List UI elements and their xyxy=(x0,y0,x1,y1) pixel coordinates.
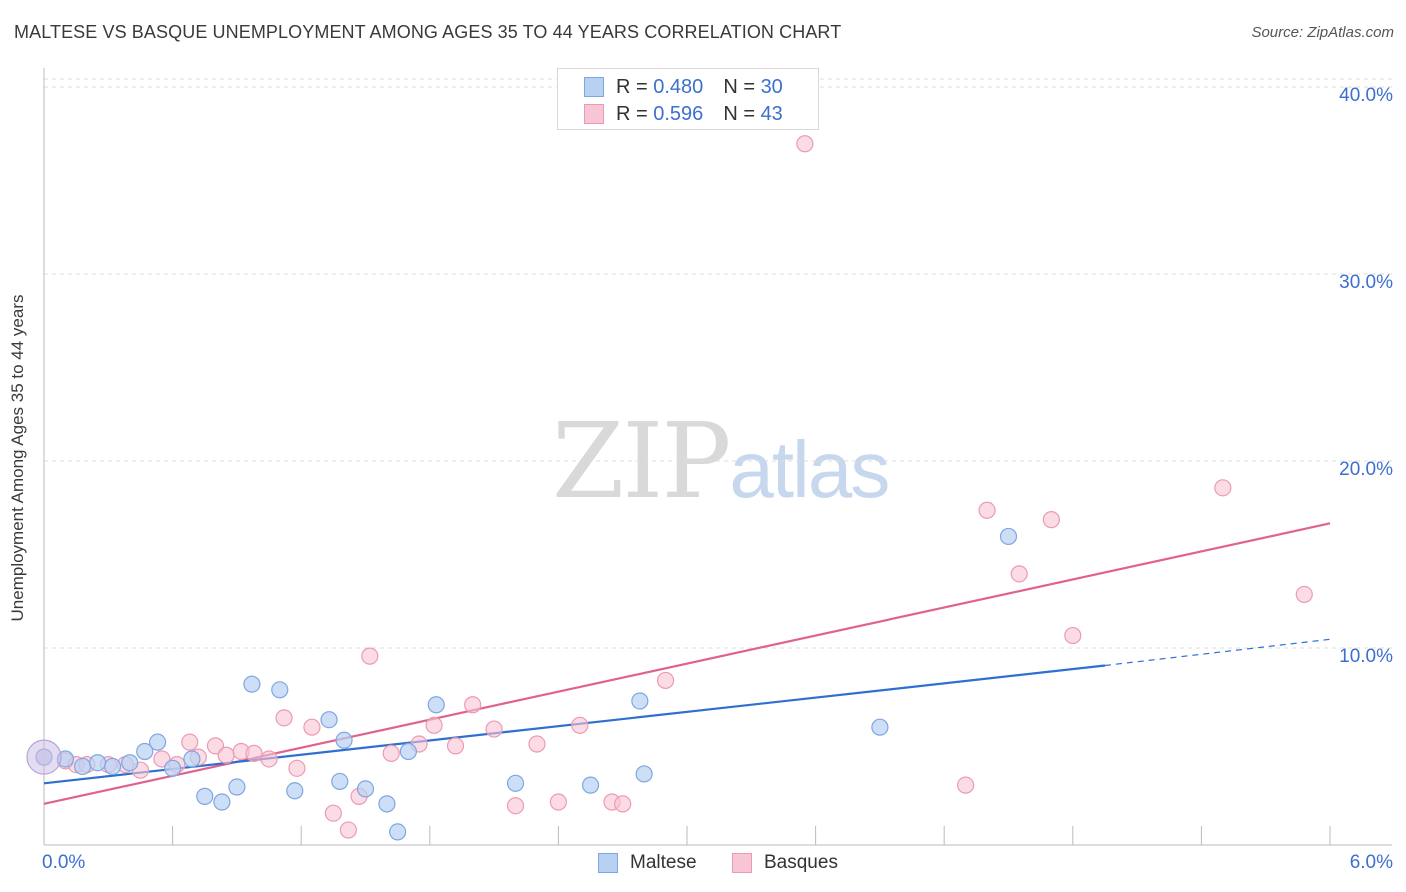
y-tick-label: 10.0% xyxy=(1339,646,1393,667)
basques-point xyxy=(245,744,263,762)
bottom-basques-label: Basques xyxy=(764,852,838,873)
basques-point xyxy=(1295,585,1313,604)
maltese-trend-extension xyxy=(1104,638,1331,667)
basques-point xyxy=(571,716,589,734)
maltese-swatch xyxy=(584,77,604,97)
legend-row-maltese: R = 0.480 N = 30 xyxy=(584,74,783,100)
maltese-point xyxy=(164,759,182,777)
basques-r-value: 0.596 xyxy=(653,102,704,125)
maltese-n-value: 30 xyxy=(760,75,783,98)
maltese-point xyxy=(378,795,396,813)
maltese-point xyxy=(213,793,231,811)
maltese-point xyxy=(183,750,201,768)
maltese-point xyxy=(399,742,417,761)
basques-point xyxy=(1214,479,1232,497)
maltese-point xyxy=(581,776,600,794)
maltese-point xyxy=(427,696,445,714)
maltese-point xyxy=(631,692,649,710)
maltese-point xyxy=(271,681,289,699)
maltese-point xyxy=(228,778,246,796)
overlap-point xyxy=(26,739,62,775)
maltese-point xyxy=(320,711,338,729)
basques-point xyxy=(1010,565,1028,583)
maltese-point xyxy=(635,765,653,783)
basques-n-value: 43 xyxy=(760,102,783,125)
maltese-point xyxy=(88,754,107,772)
bottom-maltese-label: Maltese xyxy=(630,852,697,873)
bottom-basques-swatch xyxy=(732,853,752,873)
basques-point xyxy=(549,793,568,811)
stats-legend: R = 0.480 N = 30 R = 0.596 N = 43 xyxy=(557,68,819,130)
basques-point xyxy=(957,776,975,794)
basques-r-label: R = xyxy=(616,102,648,125)
bottom-legend-basques: Basques xyxy=(732,852,838,874)
maltese-point xyxy=(243,675,261,693)
y-tick-label: 40.0% xyxy=(1339,85,1393,106)
maltese-point xyxy=(356,780,375,798)
maltese-r-label: R = xyxy=(616,75,648,98)
maltese-point xyxy=(121,754,139,772)
bottom-legend-maltese: Maltese xyxy=(598,852,697,874)
basques-point xyxy=(288,759,306,777)
basques-point xyxy=(1042,511,1060,529)
maltese-point xyxy=(148,733,167,751)
basques-point xyxy=(464,696,482,714)
maltese-r-value: 0.480 xyxy=(653,75,704,98)
basques-point xyxy=(260,750,278,768)
maltese-point xyxy=(286,782,304,800)
maltese-point xyxy=(331,772,349,791)
y-tick-label: 30.0% xyxy=(1339,272,1393,293)
x-tick-label: 0.0% xyxy=(42,852,86,873)
basques-point xyxy=(339,821,357,839)
basques-point xyxy=(324,804,342,822)
basques-point xyxy=(796,135,814,153)
maltese-point xyxy=(136,742,154,761)
basques-point xyxy=(181,733,199,751)
basques-point xyxy=(485,720,503,738)
basques-point xyxy=(446,737,465,755)
chart-title: MALTESE VS BASQUE UNEMPLOYMENT AMONG AGE… xyxy=(14,22,842,42)
basques-point xyxy=(614,795,632,813)
source-credit: Source: ZipAtlas.com xyxy=(1251,24,1394,41)
basques-point xyxy=(361,647,379,665)
basques-swatch xyxy=(584,104,604,124)
y-axis-label: Unemployment Among Ages 35 to 44 years xyxy=(8,294,27,622)
maltese-n-label: N = xyxy=(723,75,755,98)
maltese-point xyxy=(389,823,407,841)
watermark-atlas: atlas xyxy=(729,425,890,514)
basques-point xyxy=(217,746,235,764)
maltese-point xyxy=(871,718,889,736)
maltese-point xyxy=(73,757,92,776)
x-tick-label: 6.0% xyxy=(1349,852,1393,873)
basques-point xyxy=(303,718,321,736)
bottom-maltese-swatch xyxy=(598,853,618,873)
basques-point xyxy=(382,744,400,762)
basques-point xyxy=(506,797,525,815)
y-tick-label: 20.0% xyxy=(1339,459,1393,480)
maltese-point xyxy=(999,527,1018,546)
basques-point xyxy=(528,735,546,753)
legend-row-basques: R = 0.596 N = 43 xyxy=(584,101,783,127)
basques-point xyxy=(1064,626,1082,645)
maltese-point xyxy=(506,774,525,792)
basques-point xyxy=(978,501,996,519)
maltese-point xyxy=(103,757,122,776)
basques-n-label: N = xyxy=(723,102,755,125)
basques-point xyxy=(275,709,293,727)
maltese-point xyxy=(335,731,353,749)
basques-point xyxy=(656,671,675,690)
maltese-point xyxy=(196,787,214,805)
basques-point xyxy=(425,716,443,734)
